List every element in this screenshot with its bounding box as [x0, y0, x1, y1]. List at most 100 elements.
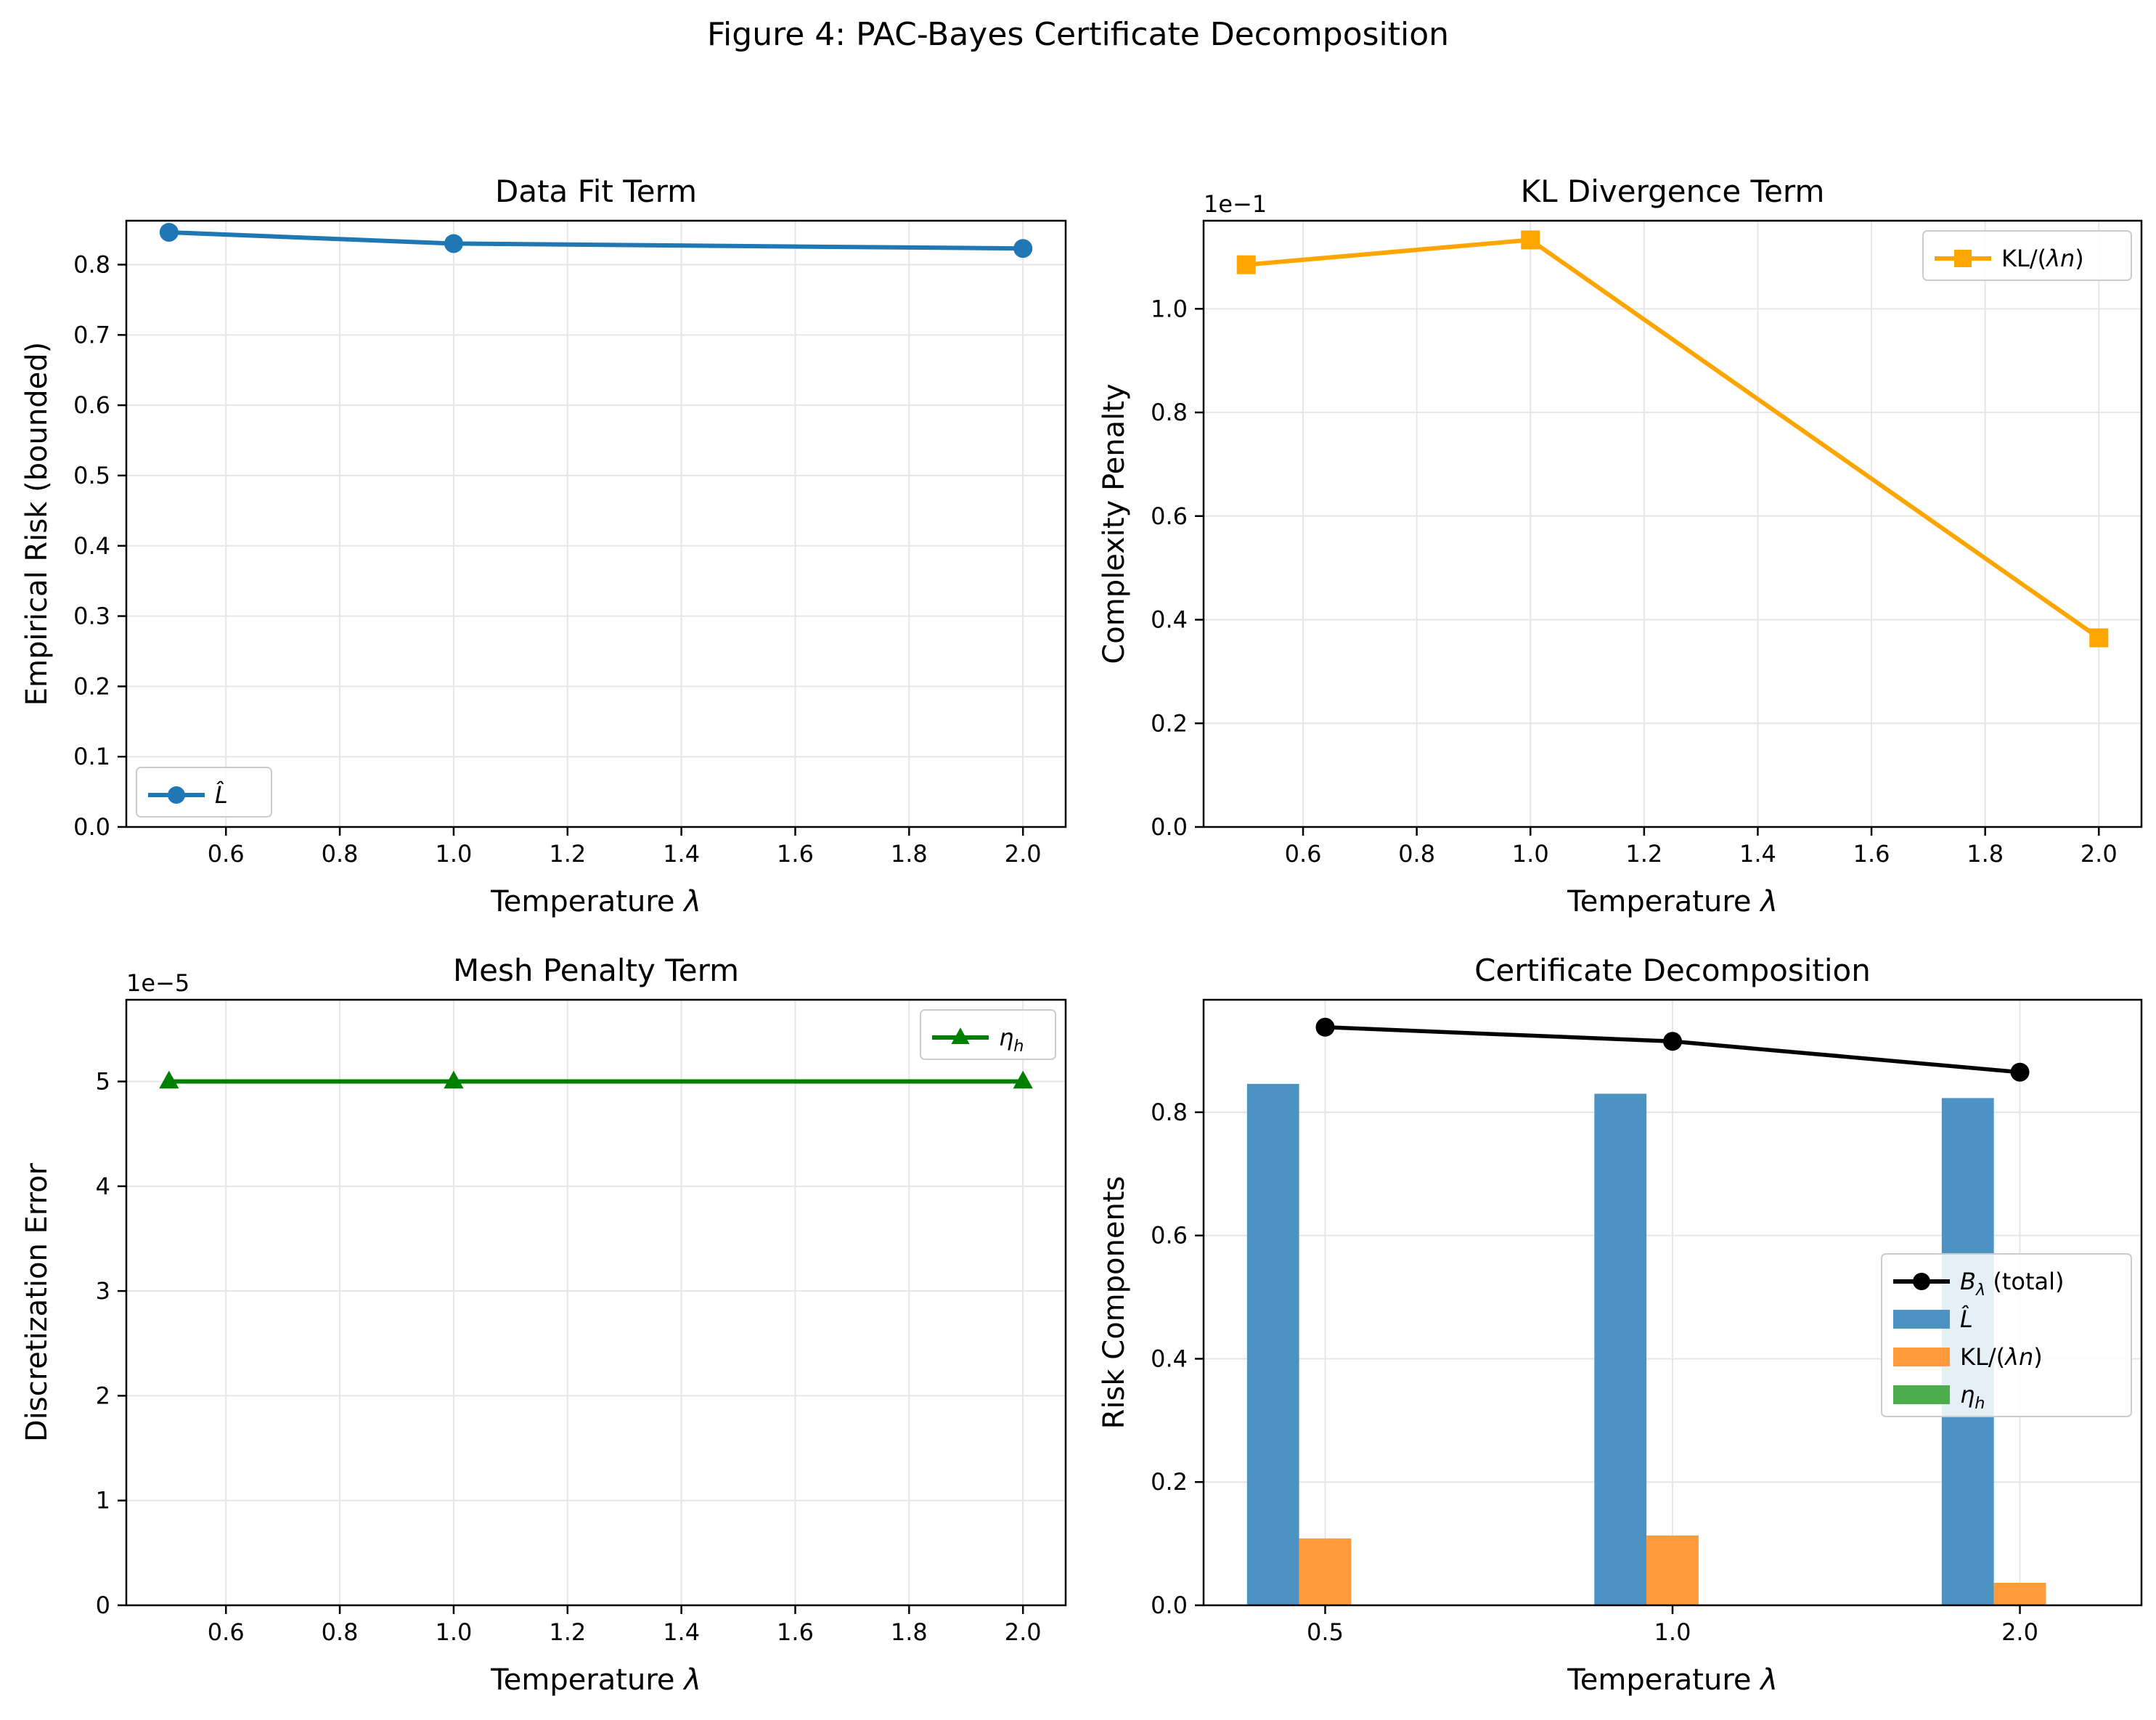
- kl-divergence-grid: [1204, 221, 2141, 828]
- y-tick-label: 0.8: [1151, 1099, 1188, 1126]
- x-tick-label: 1.6: [777, 1618, 814, 1646]
- x-tick-label: 1.0: [435, 1618, 472, 1646]
- y-tick-label: 0.8: [1151, 399, 1188, 426]
- x-tick-label: 0.5: [1307, 1618, 1344, 1646]
- legend-label: KL/(λn): [2001, 245, 2084, 272]
- data-fit-axes-frame: [125, 219, 1067, 828]
- data-fit-point-2: [1013, 239, 1033, 258]
- total-bound-point-2.0: [2010, 1062, 2030, 1082]
- y-tick-label: 0.1: [73, 743, 110, 770]
- y-offset-label: 1e−1: [1204, 190, 1267, 218]
- y-tick-label: 0.4: [1151, 606, 1188, 634]
- x-tick-label: 2.0: [1005, 1618, 1042, 1646]
- kl-divergence-panel: 0.6 0.8 1.0 1.2 1.4 1.6 1.8 2.0 0.0 0.2 0.4 0.6 0.8 1…: [1098, 174, 2143, 918]
- y-tick-label: 0.6: [1151, 1222, 1188, 1250]
- kl-divergence-point-0.5: [1236, 255, 1256, 274]
- kl-divergence-series-line: [1246, 237, 2100, 640]
- legend-patch: [1893, 1385, 1950, 1404]
- y-tick-label: 0.6: [73, 391, 110, 419]
- y-axis-label: Discretization Error: [20, 1162, 54, 1442]
- data-fit-legend: L̂: [136, 767, 272, 818]
- data-fit-grid: [126, 221, 1066, 828]
- y-tick-label: 4: [96, 1173, 110, 1200]
- bar-KLn-2.0: [1993, 1583, 2046, 1605]
- y-axis-label: Empirical Risk (bounded): [20, 342, 54, 706]
- legend-label: KL/(λn): [1960, 1343, 2043, 1371]
- legend-marker: [951, 1027, 970, 1044]
- y-tick-label: 5: [96, 1068, 110, 1096]
- kl-divergence-legend: KL/(λn): [1922, 230, 2132, 281]
- y-tick-label: 0.4: [1151, 1345, 1188, 1372]
- legend-marker: [1913, 1273, 1930, 1290]
- x-tick-label: 1.8: [891, 1618, 928, 1646]
- x-axis-label: Temperature λ: [490, 885, 701, 918]
- x-tick-label: 0.8: [322, 840, 359, 868]
- x-tick-label: 1.4: [663, 840, 700, 868]
- y-tick-label: 0.4: [73, 532, 110, 560]
- x-tick-label: 1.0: [1512, 840, 1549, 868]
- y-tick-label: 0.6: [1151, 502, 1188, 530]
- y-tick-label: 0.8: [73, 251, 110, 279]
- x-tick-label: 1.2: [1625, 840, 1662, 868]
- certificate-legend: Bλ (total) L̂ KL/(λn) ηh: [1881, 1253, 2132, 1417]
- x-axis-label: Temperature λ: [490, 1663, 701, 1697]
- x-tick-label: 1.0: [1654, 1618, 1691, 1646]
- legend-label: Bλ (total): [1960, 1268, 2065, 1300]
- data-fit-series-line: [168, 229, 1024, 251]
- legend-box: [136, 767, 272, 818]
- x-tick-label: 1.2: [549, 840, 586, 868]
- subplot-title: Data Fit Term: [495, 174, 697, 209]
- y-axis-label: Risk Components: [1098, 1176, 1131, 1430]
- x-tick-label: 0.8: [322, 1618, 359, 1646]
- x-tick-label: 1.0: [435, 840, 472, 868]
- x-tick-label: 1.6: [777, 840, 814, 868]
- subplot-title: KL Divergence Term: [1521, 174, 1825, 209]
- bar-KLn-1.0: [1646, 1535, 1699, 1605]
- bar-L-0.5: [1246, 1083, 1299, 1605]
- x-tick-label: 1.2: [549, 1618, 586, 1646]
- total-bound-point-0.5: [1315, 1017, 1335, 1037]
- subplot-title: Certificate Decomposition: [1474, 953, 1871, 988]
- data-fit-panel: 0.6 0.8 1.0 1.2 1.4 1.6 1.8 2.0 0.0 0.1 0.2 0.3 0.4 0…: [20, 174, 1067, 918]
- y-tick-label: 0.3: [73, 603, 110, 630]
- mesh-penalty-legend: ηh: [920, 1009, 1056, 1060]
- y-tick-label: 3: [96, 1277, 110, 1305]
- legend-patch: [1893, 1310, 1950, 1329]
- x-tick-label: 0.8: [1398, 840, 1435, 868]
- mesh-penalty-point-0.5: [159, 1070, 179, 1089]
- bar-KLn-0.5: [1299, 1538, 1352, 1605]
- mesh-penalty-panel: 0.6 0.8 1.0 1.2 1.4 1.6 1.8 2.0 0 1 2 3 4 5 1e−5 Mesh P…: [20, 953, 1067, 1697]
- legend-box: [1922, 230, 2132, 281]
- x-tick-label: 1.8: [1967, 840, 2004, 868]
- legend-box: [1881, 1253, 2132, 1417]
- kl-divergence-point-2: [2089, 628, 2109, 648]
- kl-divergence-point-1: [1521, 230, 1540, 250]
- subplot-title: Mesh Penalty Term: [453, 953, 739, 988]
- x-axis-label: Temperature λ: [1567, 1663, 1778, 1697]
- kl-divergence-axes-frame: [1202, 219, 2143, 828]
- legend-marker: [168, 786, 185, 804]
- y-tick-label: 0.0: [1151, 813, 1188, 841]
- x-tick-label: 2.0: [2001, 1618, 2038, 1646]
- x-tick-label: 0.6: [208, 840, 245, 868]
- bar-L-1.0: [1594, 1093, 1647, 1605]
- y-tick-label: 0.7: [73, 321, 110, 349]
- total-bound-point-1.0: [1663, 1032, 1682, 1051]
- y-tick-label: 2: [96, 1382, 110, 1409]
- mesh-penalty-grid: [126, 1000, 1066, 1606]
- legend-marker: [1954, 250, 1972, 267]
- y-tick-label: 1: [96, 1487, 110, 1515]
- y-offset-label: 1e−5: [126, 969, 189, 997]
- x-tick-label: 0.6: [1285, 840, 1322, 868]
- y-tick-label: 0: [96, 1591, 110, 1619]
- mesh-penalty-point-1: [444, 1070, 464, 1089]
- y-tick-label: 0.0: [73, 813, 110, 841]
- x-axis-label: Temperature λ: [1567, 885, 1778, 918]
- y-tick-label: 0.2: [1151, 709, 1188, 737]
- y-axis-label: Complexity Penalty: [1098, 383, 1131, 664]
- y-tick-label: 1.0: [1151, 295, 1188, 322]
- certificate-panel: 0.5 1.0 2.0 0.0 0.2 0.4 0.6 0.8 Certificate Deco…: [1098, 953, 2143, 1697]
- x-tick-label: 2.0: [1005, 840, 1042, 868]
- legend-label: L̂: [1960, 1305, 1973, 1333]
